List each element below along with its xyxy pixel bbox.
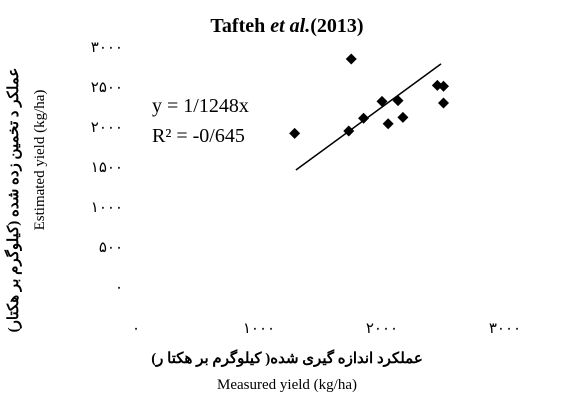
x-axis-label-fa: عملکرد اندازه گیری شده( کیلوگرم بر هکتا … (151, 349, 423, 367)
y-tick-label: ۲۰۰۰ (91, 120, 123, 136)
y-tick-labels: ۰ ۵۰۰ ۱۰۰۰ ۱۵۰۰ ۲۰۰۰ ۲۵۰۰ ۳۰۰۰ (91, 40, 123, 296)
data-point (438, 97, 449, 109)
trendline-r-squared: R² = -0/645 (152, 125, 245, 147)
data-point (438, 80, 449, 92)
y-tick-label: ۰ (115, 280, 123, 296)
trendline (295, 63, 442, 171)
data-point (397, 111, 409, 123)
chart-title-prefix: Tafteh (210, 15, 270, 37)
x-tick-label: ۲۰۰۰ (366, 321, 398, 337)
data-point (382, 118, 394, 130)
y-axis-label-en: Estimated yield (kg/ha) (32, 90, 48, 231)
x-tick-labels: ۰ ۱۰۰۰ ۲۰۰۰ ۳۰۰۰ (132, 321, 521, 337)
data-point (345, 53, 357, 65)
x-tick-label: ۳۰۰۰ (489, 321, 521, 337)
y-tick-label: ۵۰۰ (99, 240, 123, 256)
x-tick-label: ۰ (132, 321, 140, 337)
data-points (289, 53, 449, 139)
data-point (376, 95, 388, 107)
y-axis-label-fa: عملکر د تخمین زده شده (کیلوگرم بر هکتار) (4, 68, 22, 333)
chart-title-italic: et al. (270, 15, 310, 37)
data-point (289, 127, 301, 139)
chart-title: Tafteh et al.(2013) (210, 15, 363, 37)
y-tick-label: ۲۵۰۰ (91, 80, 123, 96)
y-tick-label: ۱۰۰۰ (91, 200, 123, 216)
y-tick-label: ۳۰۰۰ (91, 40, 123, 56)
data-point (358, 112, 370, 124)
trendline-equation: y = 1/1248x (152, 95, 249, 117)
x-tick-label: ۱۰۰۰ (243, 321, 275, 337)
y-tick-label: ۱۵۰۰ (91, 160, 123, 176)
chart-title-suffix: (2013) (310, 15, 363, 37)
x-axis-label-en: Measured yield (kg/ha) (217, 377, 357, 393)
data-point (392, 95, 404, 107)
